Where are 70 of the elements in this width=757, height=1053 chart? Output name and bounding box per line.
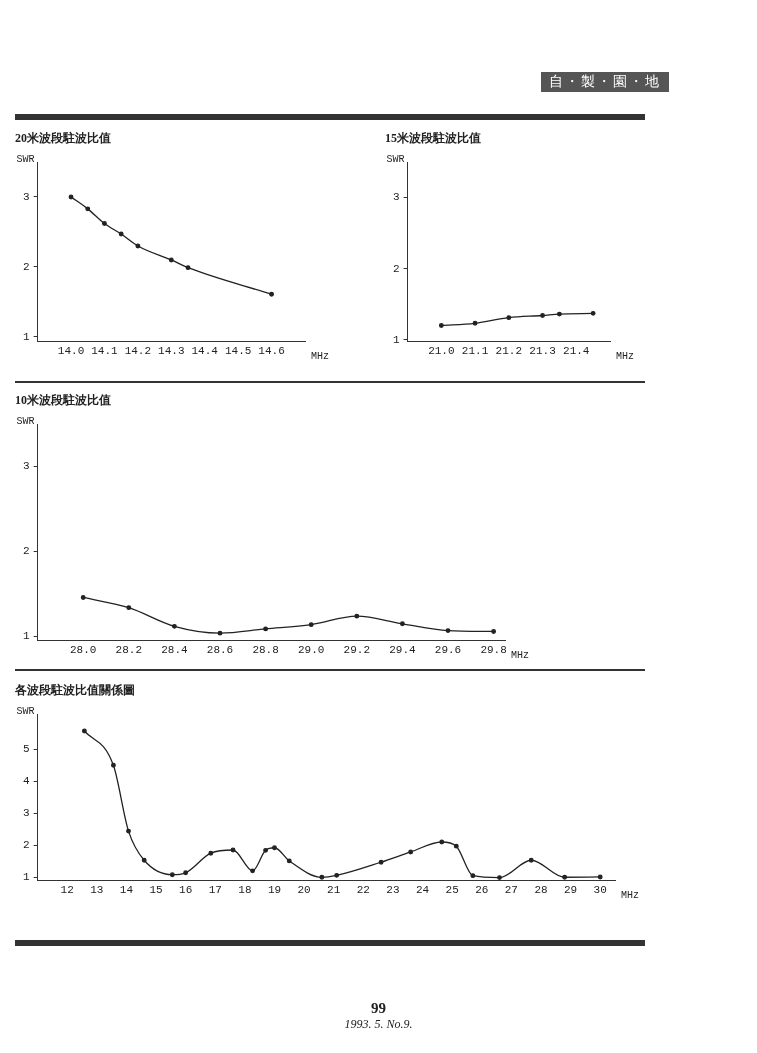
x-tick-label: 21.0	[428, 345, 455, 358]
x-tick-label: 29.4	[389, 644, 416, 657]
x-tick-label: 22	[356, 884, 370, 897]
x-tick-label: 14.4	[191, 345, 219, 358]
x-tick-label: 14.0	[57, 345, 85, 358]
y-axis-title: SWR	[16, 415, 35, 427]
x-tick-label: 28.2	[115, 644, 142, 657]
y-tick-label: 2	[22, 545, 30, 558]
x-tick-label: 21.1	[461, 345, 489, 358]
x-tick-label: 14.2	[124, 345, 152, 358]
x-tick-label: 21.2	[495, 345, 522, 358]
x-tick-label: 21.4	[563, 345, 590, 358]
y-tick-label: 3	[392, 191, 400, 204]
x-axis-title: MHz	[311, 351, 330, 363]
chart-title: 15米波段駐波比值	[385, 130, 482, 147]
x-tick-label: 26	[475, 884, 489, 897]
x-tick-label: 14	[119, 884, 134, 897]
y-tick-label: 1	[22, 630, 30, 643]
y-tick-label: 1	[392, 333, 400, 346]
x-tick-label: 12	[60, 884, 74, 897]
x-tick-label: 28.4	[161, 644, 188, 657]
y-axis-title: SWR	[16, 153, 35, 165]
x-tick-label: 14.6	[258, 345, 285, 358]
x-tick-label: 29	[563, 884, 578, 897]
x-tick-label: 28.0	[70, 644, 97, 657]
x-tick-label: 23	[386, 884, 400, 897]
y-tick-label: 1	[22, 871, 30, 884]
x-tick-label: 28.8	[252, 644, 279, 657]
y-tick-label: 1	[22, 330, 30, 343]
x-tick-label: 16	[179, 884, 193, 897]
y-tick-label: 2	[22, 260, 30, 273]
text: 自・製・園・地	[541, 72, 669, 92]
y-tick-label: 2	[392, 262, 400, 275]
x-axis-title: MHz	[511, 650, 530, 662]
x-tick-label: 27	[504, 884, 518, 897]
x-tick-label: 15	[149, 884, 163, 897]
y-tick-label: 4	[22, 775, 30, 788]
y-tick-label: 3	[22, 190, 30, 203]
x-tick-label: 14.3	[158, 345, 185, 358]
x-tick-label: 14.1	[91, 345, 119, 358]
x-tick-label: 28.6	[206, 644, 234, 657]
x-tick-label: 14.5	[224, 345, 252, 358]
x-tick-label: 21	[327, 884, 341, 897]
x-tick-label: 18	[238, 884, 252, 897]
x-tick-label: 17	[208, 884, 222, 897]
y-tick-label: 3	[22, 460, 30, 473]
y-tick-label: 5	[22, 743, 30, 756]
x-tick-label: 25	[445, 884, 459, 897]
text: 1993. 5. No.9.	[343, 1017, 414, 1032]
chart-title: 10米波段駐波比值	[15, 392, 112, 409]
x-axis-title: MHz	[621, 890, 640, 902]
x-tick-label: 29.6	[434, 644, 462, 657]
x-axis-title: MHz	[616, 351, 635, 363]
y-tick-label: 2	[22, 839, 30, 852]
x-tick-label: 29.8	[480, 644, 507, 657]
x-tick-label: 29.0	[298, 644, 325, 657]
y-axis-title: SWR	[16, 705, 35, 717]
x-tick-label: 29.2	[343, 644, 370, 657]
text: 99	[370, 1000, 387, 1017]
x-tick-label: 13	[90, 884, 104, 897]
chart-title: 20米波段駐波比值	[15, 130, 112, 147]
x-tick-label: 24	[415, 884, 430, 897]
x-tick-label: 21.3	[529, 345, 556, 358]
y-tick-label: 3	[22, 807, 30, 820]
x-tick-label: 30	[593, 884, 607, 897]
chart-title: 各波段駐波比值關係圖	[15, 682, 136, 699]
x-tick-label: 28	[534, 884, 548, 897]
x-tick-label: 20	[297, 884, 311, 897]
x-tick-label: 19	[267, 884, 282, 897]
y-axis-title: SWR	[386, 153, 405, 165]
